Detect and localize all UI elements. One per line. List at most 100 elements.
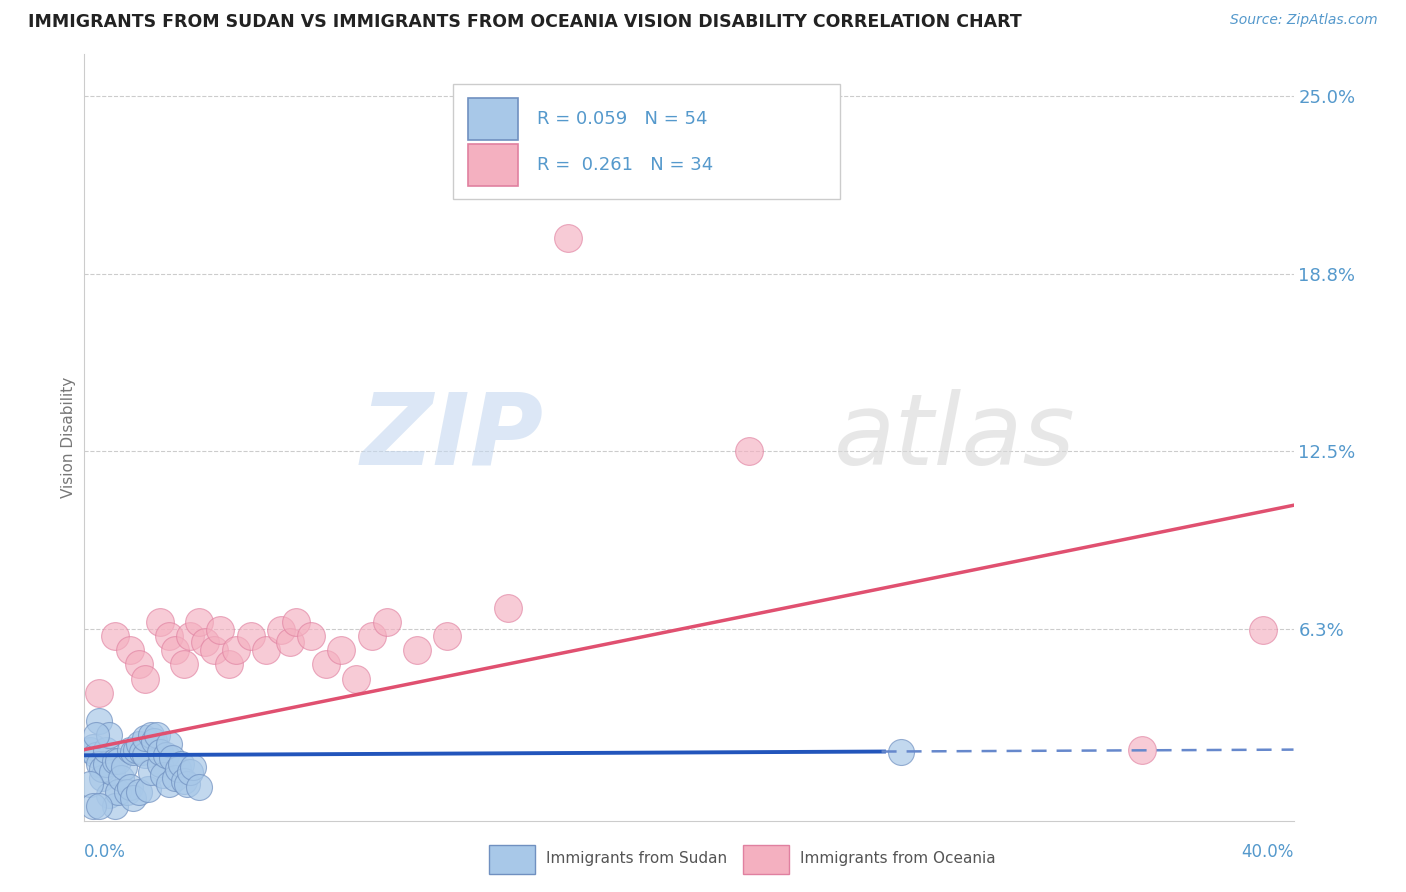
Point [128,737,150,751]
Point [128,657,150,672]
FancyBboxPatch shape [453,84,841,199]
Point [406,643,429,657]
Point [167,763,190,777]
Text: R = 0.059   N = 54: R = 0.059 N = 54 [537,110,707,128]
Point [94,742,117,756]
Point [346,672,368,686]
Point [91,771,114,785]
Point [139,765,162,780]
Point [79,777,101,791]
Point [218,657,240,672]
Point [202,643,225,657]
Point [738,444,761,458]
Point [131,746,153,760]
Point [86,728,108,742]
Point [315,657,337,672]
Y-axis label: Vision Disability: Vision Disability [60,376,76,498]
Text: Source: ZipAtlas.com: Source: ZipAtlas.com [1230,13,1378,28]
Point [209,624,232,638]
Point [188,615,211,629]
Point [270,624,292,638]
Point [115,785,138,799]
Point [118,643,141,657]
Point [136,782,159,797]
Point [165,771,187,785]
Point [89,756,111,771]
Point [181,759,204,773]
Text: R =  0.261   N = 34: R = 0.261 N = 34 [537,156,713,174]
Text: 0.0%: 0.0% [84,843,127,862]
Point [112,759,135,773]
Point [134,731,156,746]
Point [890,746,912,760]
Point [104,629,127,643]
Point [149,615,172,629]
Point [278,634,301,648]
Point [125,742,148,756]
Point [285,615,308,629]
Point [173,773,195,788]
Point [89,714,111,729]
Point [86,748,108,763]
Point [107,785,129,799]
Point [107,754,129,768]
Point [188,780,211,794]
FancyBboxPatch shape [468,144,519,186]
Point [82,799,104,814]
Point [149,756,172,771]
Point [179,629,201,643]
Point [152,768,174,782]
Text: 40.0%: 40.0% [1241,843,1294,862]
Point [176,777,198,791]
FancyBboxPatch shape [744,846,789,874]
Point [121,791,143,805]
Point [118,780,141,794]
Point [142,734,165,748]
Point [299,629,322,643]
Point [360,629,382,643]
Text: Immigrants from Sudan: Immigrants from Sudan [547,852,727,866]
Point [118,742,141,756]
Point [104,754,127,768]
Point [1130,742,1153,756]
Point [557,231,579,245]
Point [157,737,180,751]
Point [173,657,195,672]
Point [330,643,353,657]
Point [82,739,104,754]
Point [134,672,156,686]
Point [496,600,519,615]
Point [110,771,132,785]
Point [170,756,193,771]
Point [165,643,187,657]
Point [100,765,122,780]
Point [1253,624,1275,638]
Point [104,799,127,814]
Point [128,785,150,799]
Text: Immigrants from Oceania: Immigrants from Oceania [800,852,995,866]
Point [149,746,172,760]
Point [160,751,183,765]
Point [134,748,156,763]
FancyBboxPatch shape [489,846,536,874]
Text: IMMIGRANTS FROM SUDAN VS IMMIGRANTS FROM OCEANIA VISION DISABILITY CORRELATION C: IMMIGRANTS FROM SUDAN VS IMMIGRANTS FROM… [28,13,1022,31]
Point [94,756,117,771]
Point [375,615,398,629]
FancyBboxPatch shape [468,97,519,140]
Point [79,742,101,756]
Point [179,765,201,780]
Point [225,643,247,657]
Point [91,763,114,777]
Point [157,629,180,643]
Point [239,629,262,643]
Point [97,728,120,742]
Point [155,748,177,763]
Point [436,629,458,643]
Text: atlas: atlas [834,389,1076,485]
Point [194,634,217,648]
Text: ZIP: ZIP [361,389,544,485]
Point [121,746,143,760]
Point [157,777,180,791]
Point [146,728,169,742]
Point [89,686,111,700]
